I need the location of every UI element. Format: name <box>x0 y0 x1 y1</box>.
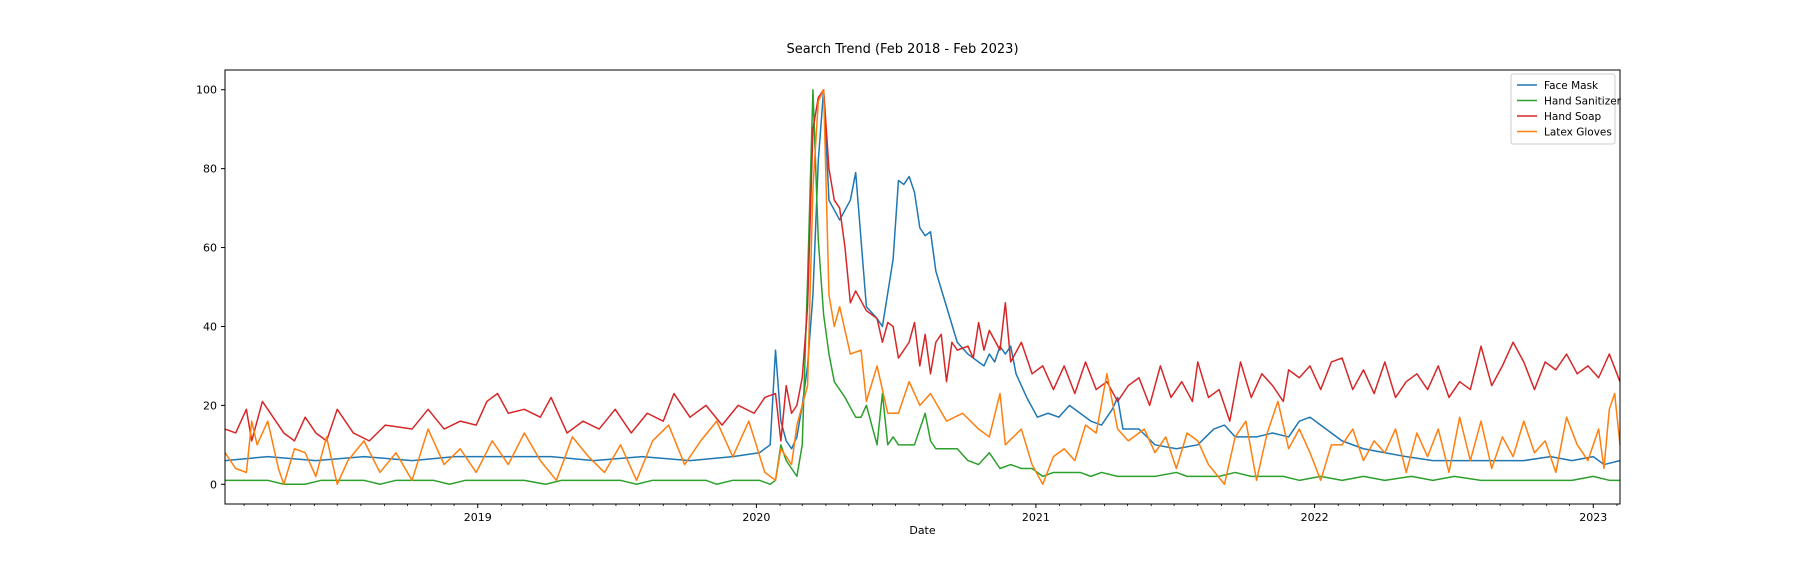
x-tick-label-2: 2021 <box>1022 511 1050 524</box>
x-axis: 2019 2020 2021 2022 2023 <box>243 504 1618 524</box>
y-tick-label-1: 20 <box>203 399 217 412</box>
x-tick-label-0: 2019 <box>464 511 492 524</box>
y-tick-label-5: 100 <box>196 84 217 97</box>
plot-area-frame <box>224 69 1621 505</box>
legend-label-1: Hand Sanitizer <box>1544 96 1622 108</box>
chart-title: Search Trend (Feb 2018 - Feb 2023) <box>786 42 1018 57</box>
series-line-1 <box>225 88 1620 486</box>
y-tick-label-0: 0 <box>210 478 217 491</box>
series-line-0 <box>224 88 1621 466</box>
y-tick-label-2: 40 <box>203 320 217 333</box>
legend-label-0: Face Mask <box>1544 80 1599 92</box>
y-tick-label-4: 80 <box>203 163 217 176</box>
y-axis: 0 20 40 60 80 100 <box>196 84 225 491</box>
x-axis-title: Date <box>909 524 936 537</box>
legend-label-3: Latex Gloves <box>1544 127 1612 139</box>
x-tick-label-4: 2023 <box>1579 511 1607 524</box>
x-tick-label-1: 2020 <box>742 511 770 524</box>
series-layer <box>224 88 1621 486</box>
series-line-3 <box>224 88 1621 486</box>
legend: Face Mask Hand Sanitizer Hand Soap Latex Gl… <box>1510 73 1622 145</box>
legend-box <box>1510 73 1616 145</box>
series-line-2 <box>224 88 1621 442</box>
y-tick-label-3: 60 <box>203 242 217 255</box>
legend-label-2: Hand Soap <box>1544 111 1602 123</box>
x-tick-label-3: 2022 <box>1301 511 1329 524</box>
